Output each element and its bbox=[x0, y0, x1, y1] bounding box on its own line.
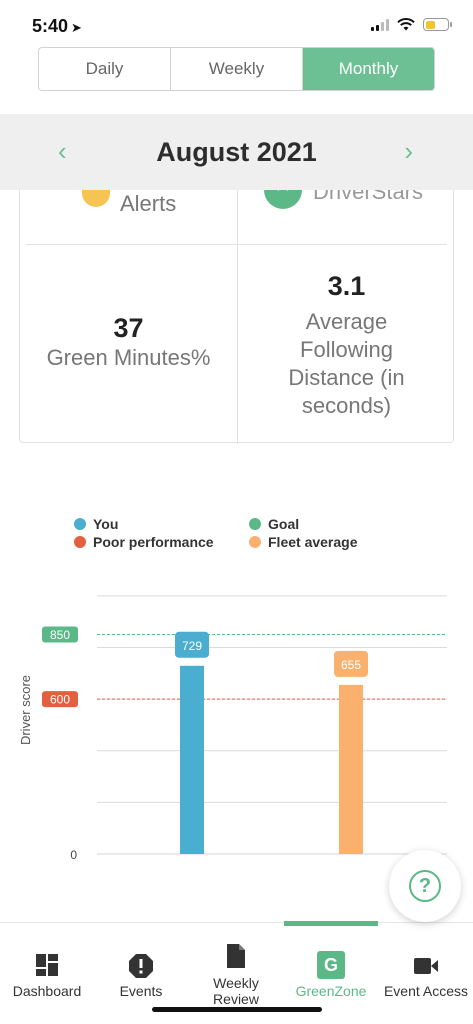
month-header: ‹ August 2021 › bbox=[0, 114, 473, 190]
green-minutes-label: Green Minutes% bbox=[46, 345, 211, 370]
following-distance-label-line: Following bbox=[300, 337, 393, 362]
next-month-chevron-icon[interactable]: › bbox=[404, 136, 413, 166]
y-axis-label: Driver score bbox=[18, 675, 33, 745]
legend-dot bbox=[74, 536, 86, 548]
legend-item-goal: Goal bbox=[249, 516, 299, 532]
green-minutes-stat: 37 Green Minutes% bbox=[20, 313, 237, 372]
question-mark-icon: ? bbox=[409, 870, 441, 902]
legend-label: Fleet average bbox=[268, 534, 358, 550]
data-label-badge bbox=[175, 631, 209, 658]
following-distance-stat: 3.1 Average Following Distance (in secon… bbox=[238, 271, 455, 420]
tab-dashboard[interactable]: Dashboard bbox=[0, 923, 94, 1013]
green-minutes-value: 37 bbox=[113, 313, 144, 343]
legend-dot bbox=[249, 518, 261, 530]
tab-event-access[interactable]: Event Access bbox=[379, 923, 473, 1013]
alert-octagon-icon bbox=[129, 954, 153, 978]
battery-icon bbox=[423, 18, 452, 31]
tab-label: GreenZone bbox=[295, 983, 367, 999]
stats-card: Alerts DriverStars 37 Green Minutes% 3.1… bbox=[19, 160, 455, 444]
reference-badge bbox=[42, 626, 78, 643]
data-label: 729 bbox=[182, 639, 202, 653]
tab-greenzone[interactable]: G GreenZone bbox=[284, 923, 378, 1013]
reference-label: 850 bbox=[50, 628, 70, 642]
cellular-signal-icon bbox=[371, 18, 389, 31]
period-title: August 2021 bbox=[156, 136, 317, 167]
alert-badge-icon bbox=[82, 187, 110, 207]
tab-label: Events bbox=[119, 983, 163, 999]
bar bbox=[339, 684, 363, 854]
y-tick-label: 0 bbox=[70, 848, 77, 862]
legend-dot bbox=[74, 518, 86, 530]
help-button[interactable]: ? bbox=[389, 850, 461, 922]
period-segmented-control: Daily Weekly Monthly bbox=[38, 47, 435, 91]
segment-daily[interactable]: Daily bbox=[39, 48, 171, 90]
status-icons bbox=[371, 18, 452, 31]
reference-badge bbox=[42, 691, 78, 708]
previous-month-chevron-icon[interactable]: ‹ bbox=[58, 136, 67, 166]
status-bar: 5:40 ➤ bbox=[0, 0, 473, 46]
tab-label: Dashboard bbox=[12, 983, 82, 999]
tab-label: Weekly Review bbox=[213, 975, 259, 1007]
following-distance-label-line: Distance (in bbox=[288, 365, 405, 390]
data-label: 655 bbox=[341, 658, 361, 672]
following-distance-value: 3.1 bbox=[327, 271, 366, 301]
legend-label: Goal bbox=[268, 516, 300, 532]
status-time: 5:40 ➤ bbox=[32, 16, 82, 36]
following-distance-label-line: Average bbox=[305, 309, 388, 334]
video-camera-icon bbox=[414, 958, 438, 974]
home-indicator bbox=[152, 1007, 322, 1012]
segment-weekly[interactable]: Weekly bbox=[171, 48, 303, 90]
location-arrow-icon: ➤ bbox=[71, 20, 82, 35]
bar bbox=[180, 665, 204, 854]
wifi-icon bbox=[397, 18, 415, 31]
active-tab-indicator bbox=[284, 921, 378, 926]
legend-item-fleet-average: Fleet average bbox=[249, 534, 358, 550]
legend-item-you: You bbox=[74, 516, 118, 532]
greenzone-icon: G bbox=[317, 951, 345, 979]
legend-item-poor-performance: Poor performance bbox=[74, 534, 214, 550]
tab-label: Event Access bbox=[383, 983, 469, 999]
legend-dot bbox=[249, 536, 261, 548]
chart-legend: You Goal Poor performance Fleet average bbox=[0, 516, 473, 556]
legend-label: Poor performance bbox=[93, 534, 214, 550]
alerts-label: Alerts bbox=[120, 191, 177, 216]
card-divider-vertical bbox=[237, 161, 238, 444]
segment-monthly[interactable]: Monthly bbox=[303, 48, 434, 90]
tab-weekly-review[interactable]: Weekly Review bbox=[189, 923, 283, 1013]
driver-score-chart: 0 Driver score 850 600 729 655 bbox=[18, 595, 447, 862]
card-divider-horizontal bbox=[26, 244, 447, 245]
dashboard-icon bbox=[36, 954, 58, 976]
legend-label: You bbox=[93, 516, 119, 532]
following-distance-label-line: seconds) bbox=[301, 393, 392, 418]
reference-label: 600 bbox=[50, 693, 70, 707]
tab-events[interactable]: Events bbox=[94, 923, 188, 1013]
document-icon bbox=[227, 944, 245, 968]
data-label-badge bbox=[334, 650, 368, 677]
